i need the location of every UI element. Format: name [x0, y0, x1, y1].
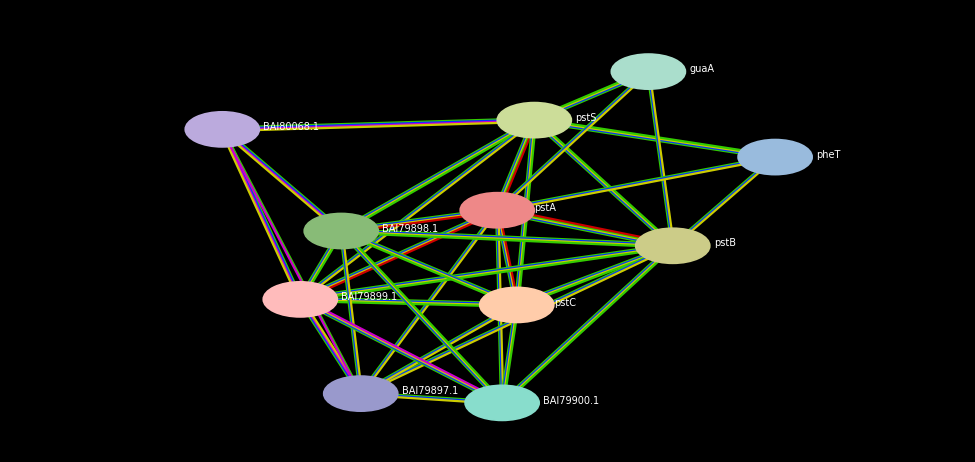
Text: pstA: pstA — [534, 203, 556, 213]
Text: pstC: pstC — [554, 298, 576, 308]
Circle shape — [460, 193, 534, 228]
Text: BAI79900.1: BAI79900.1 — [543, 395, 600, 406]
Circle shape — [185, 112, 259, 147]
Circle shape — [497, 103, 571, 138]
Text: pheT: pheT — [816, 150, 840, 160]
Circle shape — [611, 54, 685, 89]
Circle shape — [304, 213, 378, 249]
Text: BAI79897.1: BAI79897.1 — [402, 386, 458, 396]
Text: pstB: pstB — [714, 238, 736, 249]
Text: BAI79898.1: BAI79898.1 — [382, 224, 439, 234]
Circle shape — [263, 282, 337, 317]
Circle shape — [465, 385, 539, 420]
Text: BAI80068.1: BAI80068.1 — [263, 122, 319, 132]
Circle shape — [480, 287, 554, 322]
Text: BAI79899.1: BAI79899.1 — [341, 292, 398, 302]
Circle shape — [324, 376, 398, 411]
Text: pstS: pstS — [575, 113, 597, 123]
Circle shape — [738, 140, 812, 175]
Circle shape — [636, 228, 710, 263]
Text: guaA: guaA — [689, 64, 715, 74]
